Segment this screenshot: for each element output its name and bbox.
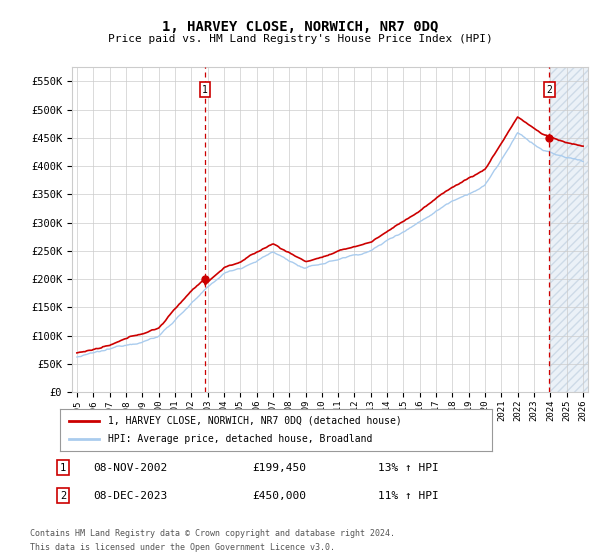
Text: 1: 1 (202, 85, 208, 95)
Text: Price paid vs. HM Land Registry's House Price Index (HPI): Price paid vs. HM Land Registry's House … (107, 34, 493, 44)
Text: Contains HM Land Registry data © Crown copyright and database right 2024.: Contains HM Land Registry data © Crown c… (30, 529, 395, 538)
Text: 2: 2 (546, 85, 552, 95)
Text: 08-NOV-2002: 08-NOV-2002 (93, 463, 167, 473)
Text: This data is licensed under the Open Government Licence v3.0.: This data is licensed under the Open Gov… (30, 543, 335, 552)
Text: HPI: Average price, detached house, Broadland: HPI: Average price, detached house, Broa… (107, 434, 372, 444)
Text: 11% ↑ HPI: 11% ↑ HPI (378, 491, 439, 501)
Bar (549, 67, 591, 392)
Text: 1, HARVEY CLOSE, NORWICH, NR7 0DQ: 1, HARVEY CLOSE, NORWICH, NR7 0DQ (162, 20, 438, 34)
Text: 2: 2 (60, 491, 66, 501)
Text: £450,000: £450,000 (252, 491, 306, 501)
Bar (549, 67, 591, 392)
Text: 08-DEC-2023: 08-DEC-2023 (93, 491, 167, 501)
Text: £199,450: £199,450 (252, 463, 306, 473)
Text: 13% ↑ HPI: 13% ↑ HPI (378, 463, 439, 473)
Text: 1: 1 (60, 463, 66, 473)
Text: 1, HARVEY CLOSE, NORWICH, NR7 0DQ (detached house): 1, HARVEY CLOSE, NORWICH, NR7 0DQ (detac… (107, 416, 401, 426)
